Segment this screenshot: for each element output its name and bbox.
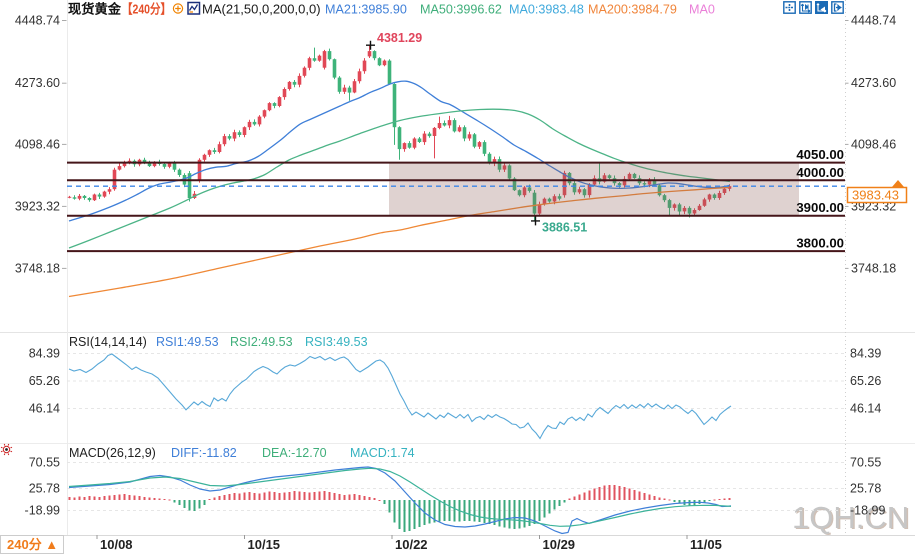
svg-text:4098.46: 4098.46 <box>15 137 60 151</box>
svg-text:25.78: 25.78 <box>850 482 881 496</box>
svg-text:3800.00: 3800.00 <box>796 236 844 251</box>
svg-text:RSI3:49.53: RSI3:49.53 <box>305 335 368 349</box>
svg-text:-18.99: -18.99 <box>850 504 885 518</box>
svg-text:1QH.CN: 1QH.CN <box>792 500 909 535</box>
svg-text:MA0:3983.48: MA0:3983.48 <box>509 3 584 17</box>
svg-text:RSI2:49.53: RSI2:49.53 <box>230 335 293 349</box>
svg-text:70.55: 70.55 <box>29 456 60 470</box>
svg-text:MA21:3985.90: MA21:3985.90 <box>325 3 407 17</box>
svg-text:10/15: 10/15 <box>248 537 281 552</box>
svg-text:65.26: 65.26 <box>29 374 60 388</box>
svg-text:4448.74: 4448.74 <box>15 14 60 28</box>
svg-text:RSI(14,14,14): RSI(14,14,14) <box>69 335 147 349</box>
svg-text:4098.46: 4098.46 <box>851 137 896 151</box>
svg-text:3886.51: 3886.51 <box>542 221 587 235</box>
svg-text:240分 ▲: 240分 ▲ <box>7 537 58 552</box>
svg-text:10/22: 10/22 <box>395 537 428 552</box>
svg-text:4000.00: 4000.00 <box>796 165 844 180</box>
svg-text:3923.32: 3923.32 <box>15 199 60 213</box>
svg-text:25.78: 25.78 <box>29 482 60 496</box>
svg-text:MA200:3984.79: MA200:3984.79 <box>588 3 677 17</box>
svg-text:10/08: 10/08 <box>100 537 133 552</box>
svg-text:84.39: 84.39 <box>850 347 881 361</box>
svg-text:3748.18: 3748.18 <box>851 261 896 275</box>
svg-text:84.39: 84.39 <box>29 347 60 361</box>
svg-text:DIFF:-11.82: DIFF:-11.82 <box>171 446 237 460</box>
svg-text:【240分】: 【240分】 <box>122 2 171 17</box>
svg-text:-18.99: -18.99 <box>25 504 60 518</box>
svg-text:11/05: 11/05 <box>690 537 722 552</box>
svg-text:MA(21,50,0,200,0,0): MA(21,50,0,200,0,0) <box>202 2 321 17</box>
svg-text:4050.00: 4050.00 <box>796 147 844 162</box>
svg-text:4273.60: 4273.60 <box>851 76 896 90</box>
svg-text:MACD:1.74: MACD:1.74 <box>350 446 415 460</box>
svg-text:65.26: 65.26 <box>850 374 881 388</box>
svg-text:MA0: MA0 <box>689 3 715 17</box>
svg-text:MA50:3996.62: MA50:3996.62 <box>420 3 502 17</box>
svg-text:3748.18: 3748.18 <box>15 261 60 275</box>
svg-text:70.55: 70.55 <box>850 456 881 470</box>
svg-text:4448.74: 4448.74 <box>851 14 896 28</box>
svg-text:10/29: 10/29 <box>543 537 576 552</box>
svg-text:4381.29: 4381.29 <box>377 31 422 45</box>
svg-text:现货黄金: 现货黄金 <box>68 2 122 17</box>
svg-text:1QH.CN: 1QH.CN <box>794 501 911 536</box>
svg-text:RSI1:49.53: RSI1:49.53 <box>156 335 219 349</box>
svg-text:DEA:-12.70: DEA:-12.70 <box>262 446 327 460</box>
svg-text:46.14: 46.14 <box>29 402 60 416</box>
svg-text:MACD(26,12,9): MACD(26,12,9) <box>69 446 156 460</box>
svg-text:3983.43: 3983.43 <box>852 188 899 203</box>
svg-text:3900.00: 3900.00 <box>796 200 844 215</box>
svg-text:46.14: 46.14 <box>850 402 881 416</box>
svg-text:4273.60: 4273.60 <box>15 76 60 90</box>
